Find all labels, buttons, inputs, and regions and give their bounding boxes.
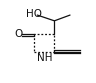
Text: O: O bbox=[15, 29, 23, 39]
Text: HO: HO bbox=[26, 9, 42, 19]
Text: NH: NH bbox=[37, 53, 52, 63]
